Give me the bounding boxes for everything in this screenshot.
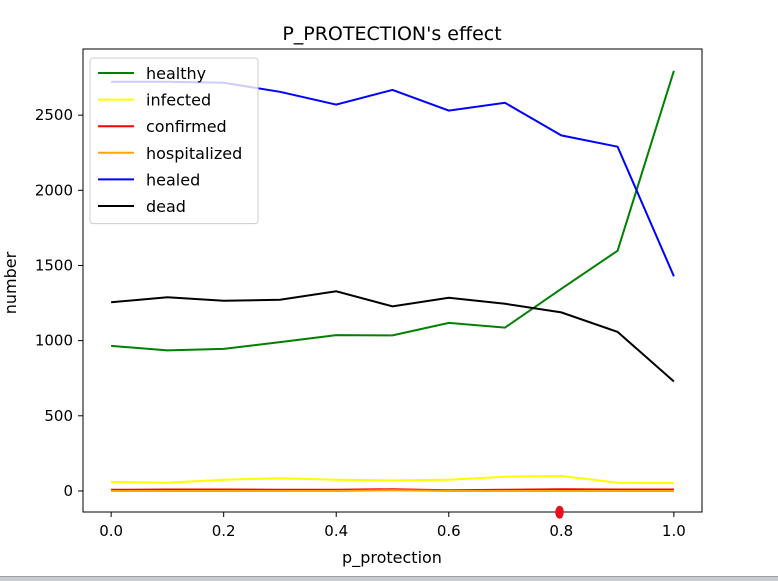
series-line-hospitalized	[111, 489, 674, 492]
x-tick-label-0: 0.0	[99, 522, 123, 540]
chart-title: P_PROTECTION's effect	[282, 23, 501, 45]
x-tick-label-5: 1.0	[662, 522, 686, 540]
legend: healthy infected confirmed hospitalized heal…	[89, 57, 259, 225]
x-tick-label-1: 0.2	[212, 522, 236, 540]
x-tick-label-3: 0.6	[437, 522, 461, 540]
x-axis-label: p_protection	[342, 548, 442, 568]
x-axis: 0.0 0.2 0.4 0.6 0.8 1.0	[99, 512, 686, 540]
x-tick-label-4: 0.8	[549, 522, 573, 540]
y-axis-label: number	[1, 251, 20, 314]
cursor-marker-icon	[555, 505, 564, 519]
y-tick-label-0: 0	[63, 482, 73, 500]
x-tick-label-2: 0.4	[324, 522, 348, 540]
legend-label-healthy: healthy	[146, 64, 206, 83]
y-tick-label-3: 1500	[35, 256, 73, 274]
legend-label-infected: infected	[146, 91, 211, 110]
y-tick-label-1: 500	[44, 407, 73, 425]
plot-frame	[82, 48, 703, 513]
y-tick-label-5: 2500	[35, 106, 73, 124]
legend-label-confirmed: confirmed	[146, 117, 227, 136]
legend-label-healed: healed	[146, 170, 200, 189]
legend-label-hospitalized: hospitalized	[146, 144, 242, 163]
y-tick-label-4: 2000	[35, 181, 73, 199]
y-axis: 0 500 1000 1500 2000 2500	[35, 106, 83, 500]
y-tick-label-2: 1000	[35, 332, 73, 350]
legend-label-dead: dead	[146, 197, 186, 216]
series-layer	[111, 70, 675, 492]
window-bottom-edge	[0, 576, 778, 581]
